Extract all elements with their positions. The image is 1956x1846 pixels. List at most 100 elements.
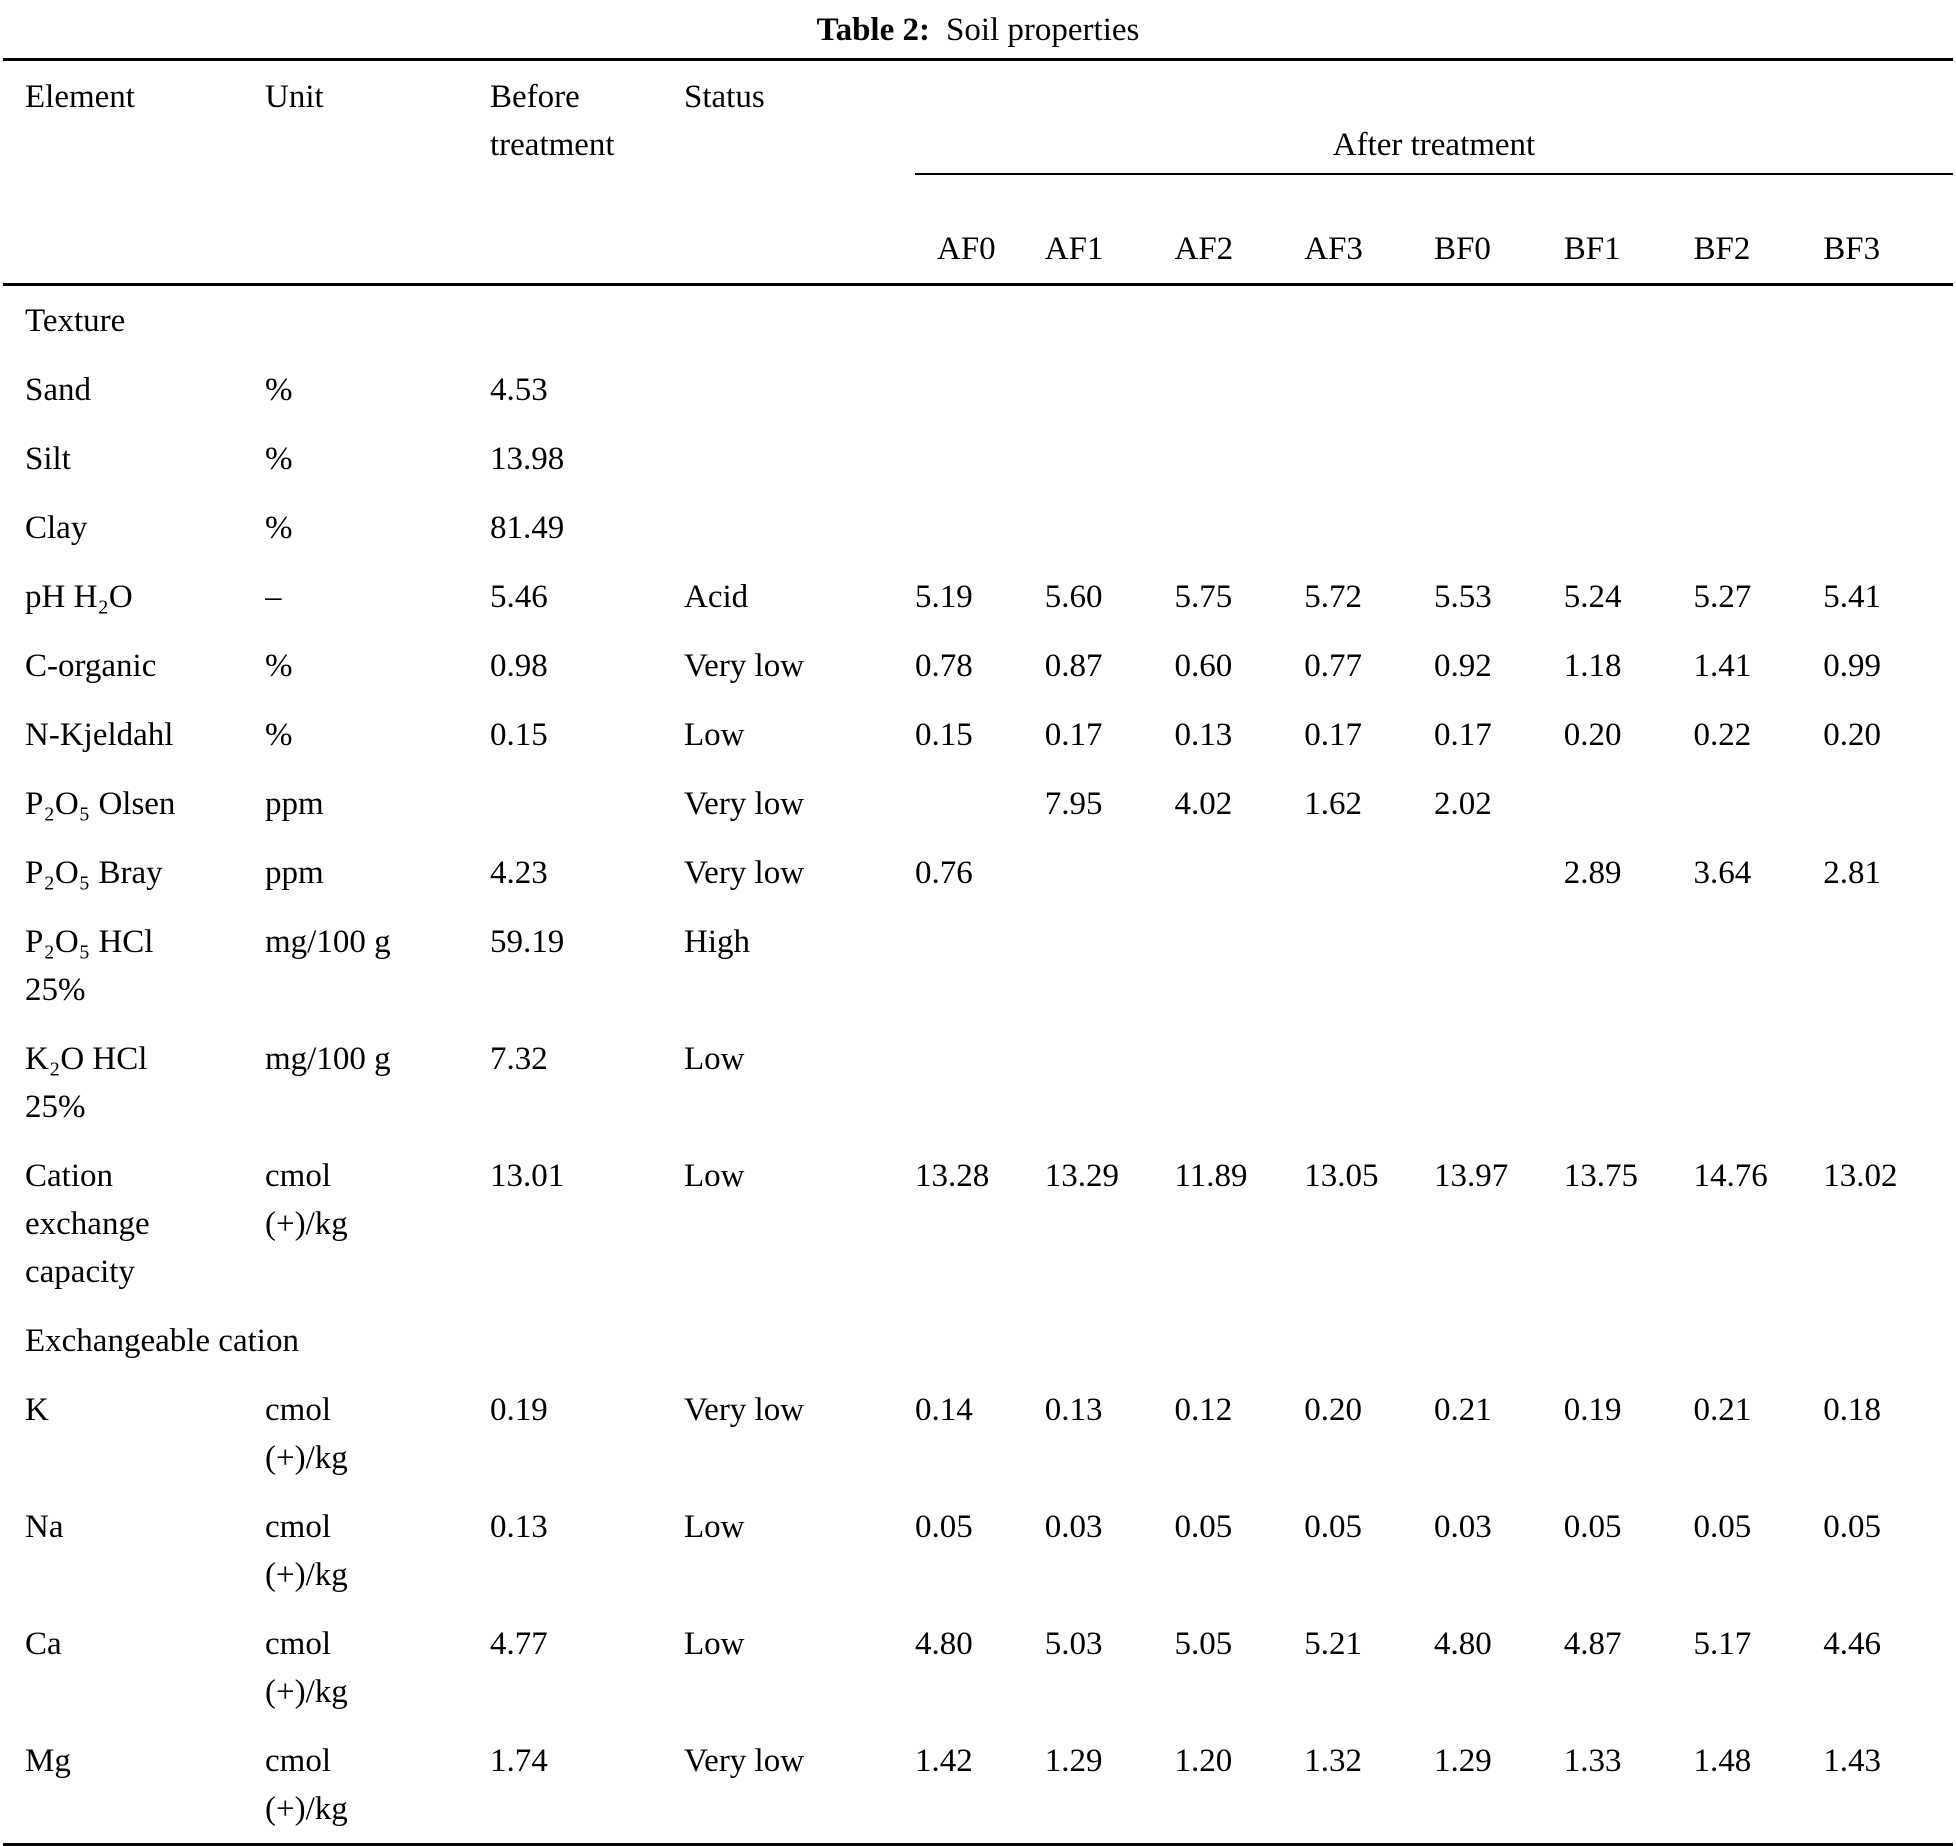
cell-before-treatment: 13.01 (490, 1158, 565, 1194)
cell-value-af0: 1.42 (915, 1743, 973, 1779)
cell-value-af3: 1.32 (1304, 1743, 1362, 1779)
cell-value-bf2: 3.64 (1693, 855, 1752, 891)
col-header-af1: AF1 (1044, 231, 1104, 267)
cell-value-af0 (915, 424, 1045, 493)
cell-unit: % (265, 441, 293, 477)
cell-unit: % (265, 717, 293, 753)
data-row: Cation exchange capacity cmol (+)/kg 13.01… (3, 1141, 1953, 1306)
cell-before-treatment: 0.19 (490, 1392, 548, 1428)
col-header-unit: Unit (265, 79, 324, 115)
header-row-main: Element Unit Before treatment Status Aft… (3, 60, 1953, 224)
cell-value-bf1: 4.87 (1563, 1626, 1622, 1662)
cell-value-bf1: 0.20 (1563, 717, 1622, 753)
cell-value-bf0 (1434, 907, 1564, 1024)
cell-value-bf2: 5.27 (1693, 579, 1752, 615)
cell-value-af3: 0.17 (1304, 717, 1362, 753)
cell-value-bf2: 0.21 (1693, 1392, 1752, 1428)
cell-value-af1: 1.29 (1044, 1743, 1103, 1779)
cell-element: P₂O₅ Bray (25, 855, 163, 891)
col-header-bf2: BF2 (1693, 231, 1751, 267)
soil-properties-table: Element Unit Before treatment Status Aft… (3, 58, 1953, 1846)
cell-value-bf2 (1694, 769, 1824, 838)
cell-value-af1: 5.60 (1044, 579, 1103, 615)
header-row-treatments: AF0 AF1 AF2 AF3 BF0 BF1 BF2 BF3 (3, 223, 1953, 285)
col-header-bf3: BF3 (1823, 231, 1881, 267)
cell-unit: % (265, 648, 293, 684)
cell-value-bf3: 4.46 (1823, 1626, 1881, 1662)
cell-value-bf3: 0.20 (1823, 717, 1881, 753)
cell-value-af2: 0.12 (1174, 1392, 1233, 1428)
cell-value-af3: 1.62 (1304, 786, 1362, 822)
col-header-af2: AF2 (1174, 231, 1234, 267)
cell-element: Clay (25, 510, 88, 546)
cell-element: N-Kjeldahl (25, 717, 174, 753)
cell-unit: mg/100 g (265, 924, 391, 960)
cell-value-af0 (915, 355, 1045, 424)
cell-value-af3: 0.05 (1304, 1509, 1362, 1545)
section-row: Exchangeable cation (3, 1306, 1953, 1375)
cell-value-bf0: 4.80 (1434, 1626, 1492, 1662)
cell-value-bf3 (1823, 907, 1953, 1024)
cell-before-treatment: 4.77 (490, 1626, 548, 1662)
cell-value-af2: 5.75 (1174, 579, 1233, 615)
col-header-before-treatment: Before treatment (490, 79, 615, 163)
cell-value-af0: 13.28 (915, 1158, 990, 1194)
col-header-after-treatment: After treatment (915, 60, 1953, 224)
cell-value-bf0: 0.21 (1434, 1392, 1492, 1428)
data-row: P₂O₅ Bray ppm 4.23 Very low 0.76 2.89 3.64 2.81 (3, 838, 1953, 907)
cell-value-bf1 (1564, 1024, 1694, 1141)
section-label: Exchangeable cation (25, 1323, 299, 1359)
cell-value-bf3 (1823, 424, 1953, 493)
cell-unit: cmol (+)/kg (265, 1509, 348, 1593)
cell-unit: cmol (+)/kg (265, 1626, 348, 1710)
col-header-status: Status (684, 79, 765, 115)
cell-before-treatment: 0.98 (490, 648, 548, 684)
cell-value-af1 (1045, 493, 1175, 562)
cell-status: Acid (684, 579, 749, 615)
cell-value-bf0: 2.02 (1434, 786, 1492, 822)
after-treatment-label: After treatment (915, 121, 1953, 175)
cell-value-bf2: 1.48 (1693, 1743, 1752, 1779)
cell-before-treatment: 4.53 (490, 372, 548, 408)
cell-status (684, 493, 915, 562)
cell-value-af2: 5.05 (1174, 1626, 1233, 1662)
cell-unit: cmol (+)/kg (265, 1392, 348, 1476)
data-row: P₂O₅ HCl 25% mg/100 g 59.19 High (3, 907, 1953, 1024)
cell-value-af0 (915, 1024, 1045, 1141)
cell-value-bf2 (1694, 1024, 1824, 1141)
cell-value-bf1: 2.89 (1563, 855, 1622, 891)
cell-status: Low (684, 1509, 745, 1545)
cell-value-af3: 5.72 (1304, 579, 1362, 615)
cell-value-af2: 0.60 (1174, 648, 1233, 684)
cell-value-bf0: 0.17 (1434, 717, 1492, 753)
cell-status: Low (684, 717, 745, 753)
cell-value-bf3 (1823, 355, 1953, 424)
cell-value-af0 (915, 493, 1045, 562)
data-row: Clay% 81.49 (3, 493, 1953, 562)
cell-status: Very low (684, 855, 805, 891)
cell-value-bf2: 0.22 (1693, 717, 1752, 753)
col-header-bf0: BF0 (1434, 231, 1491, 267)
cell-value-bf2: 5.17 (1693, 1626, 1752, 1662)
data-row: K₂O HCl 25% mg/100 g 7.32 Low (3, 1024, 1953, 1141)
table-header: Element Unit Before treatment Status Aft… (3, 60, 1953, 285)
cell-before-treatment (490, 769, 684, 838)
section-label: Texture (25, 303, 126, 339)
cell-value-bf2 (1694, 355, 1824, 424)
cell-value-bf3 (1823, 493, 1953, 562)
cell-value-af3: 13.05 (1304, 1158, 1379, 1194)
cell-element: Na (25, 1509, 64, 1545)
cell-unit: – (265, 579, 282, 615)
cell-value-af3 (1304, 493, 1434, 562)
data-row: Mg cmol (+)/kg 1.74 Very low 1.42 1.29 1.20 1.3… (3, 1726, 1953, 1845)
cell-element: Cation exchange capacity (25, 1158, 150, 1290)
cell-value-af2 (1175, 424, 1305, 493)
cell-status (684, 424, 915, 493)
cell-status: Very low (684, 648, 805, 684)
cell-element: Ca (25, 1626, 62, 1662)
data-row: Sand% 4.53 (3, 355, 1953, 424)
cell-before-treatment: 5.46 (490, 579, 548, 615)
cell-element: Silt (25, 441, 71, 477)
cell-value-af2 (1175, 838, 1305, 907)
cell-value-af3: 0.77 (1304, 648, 1362, 684)
